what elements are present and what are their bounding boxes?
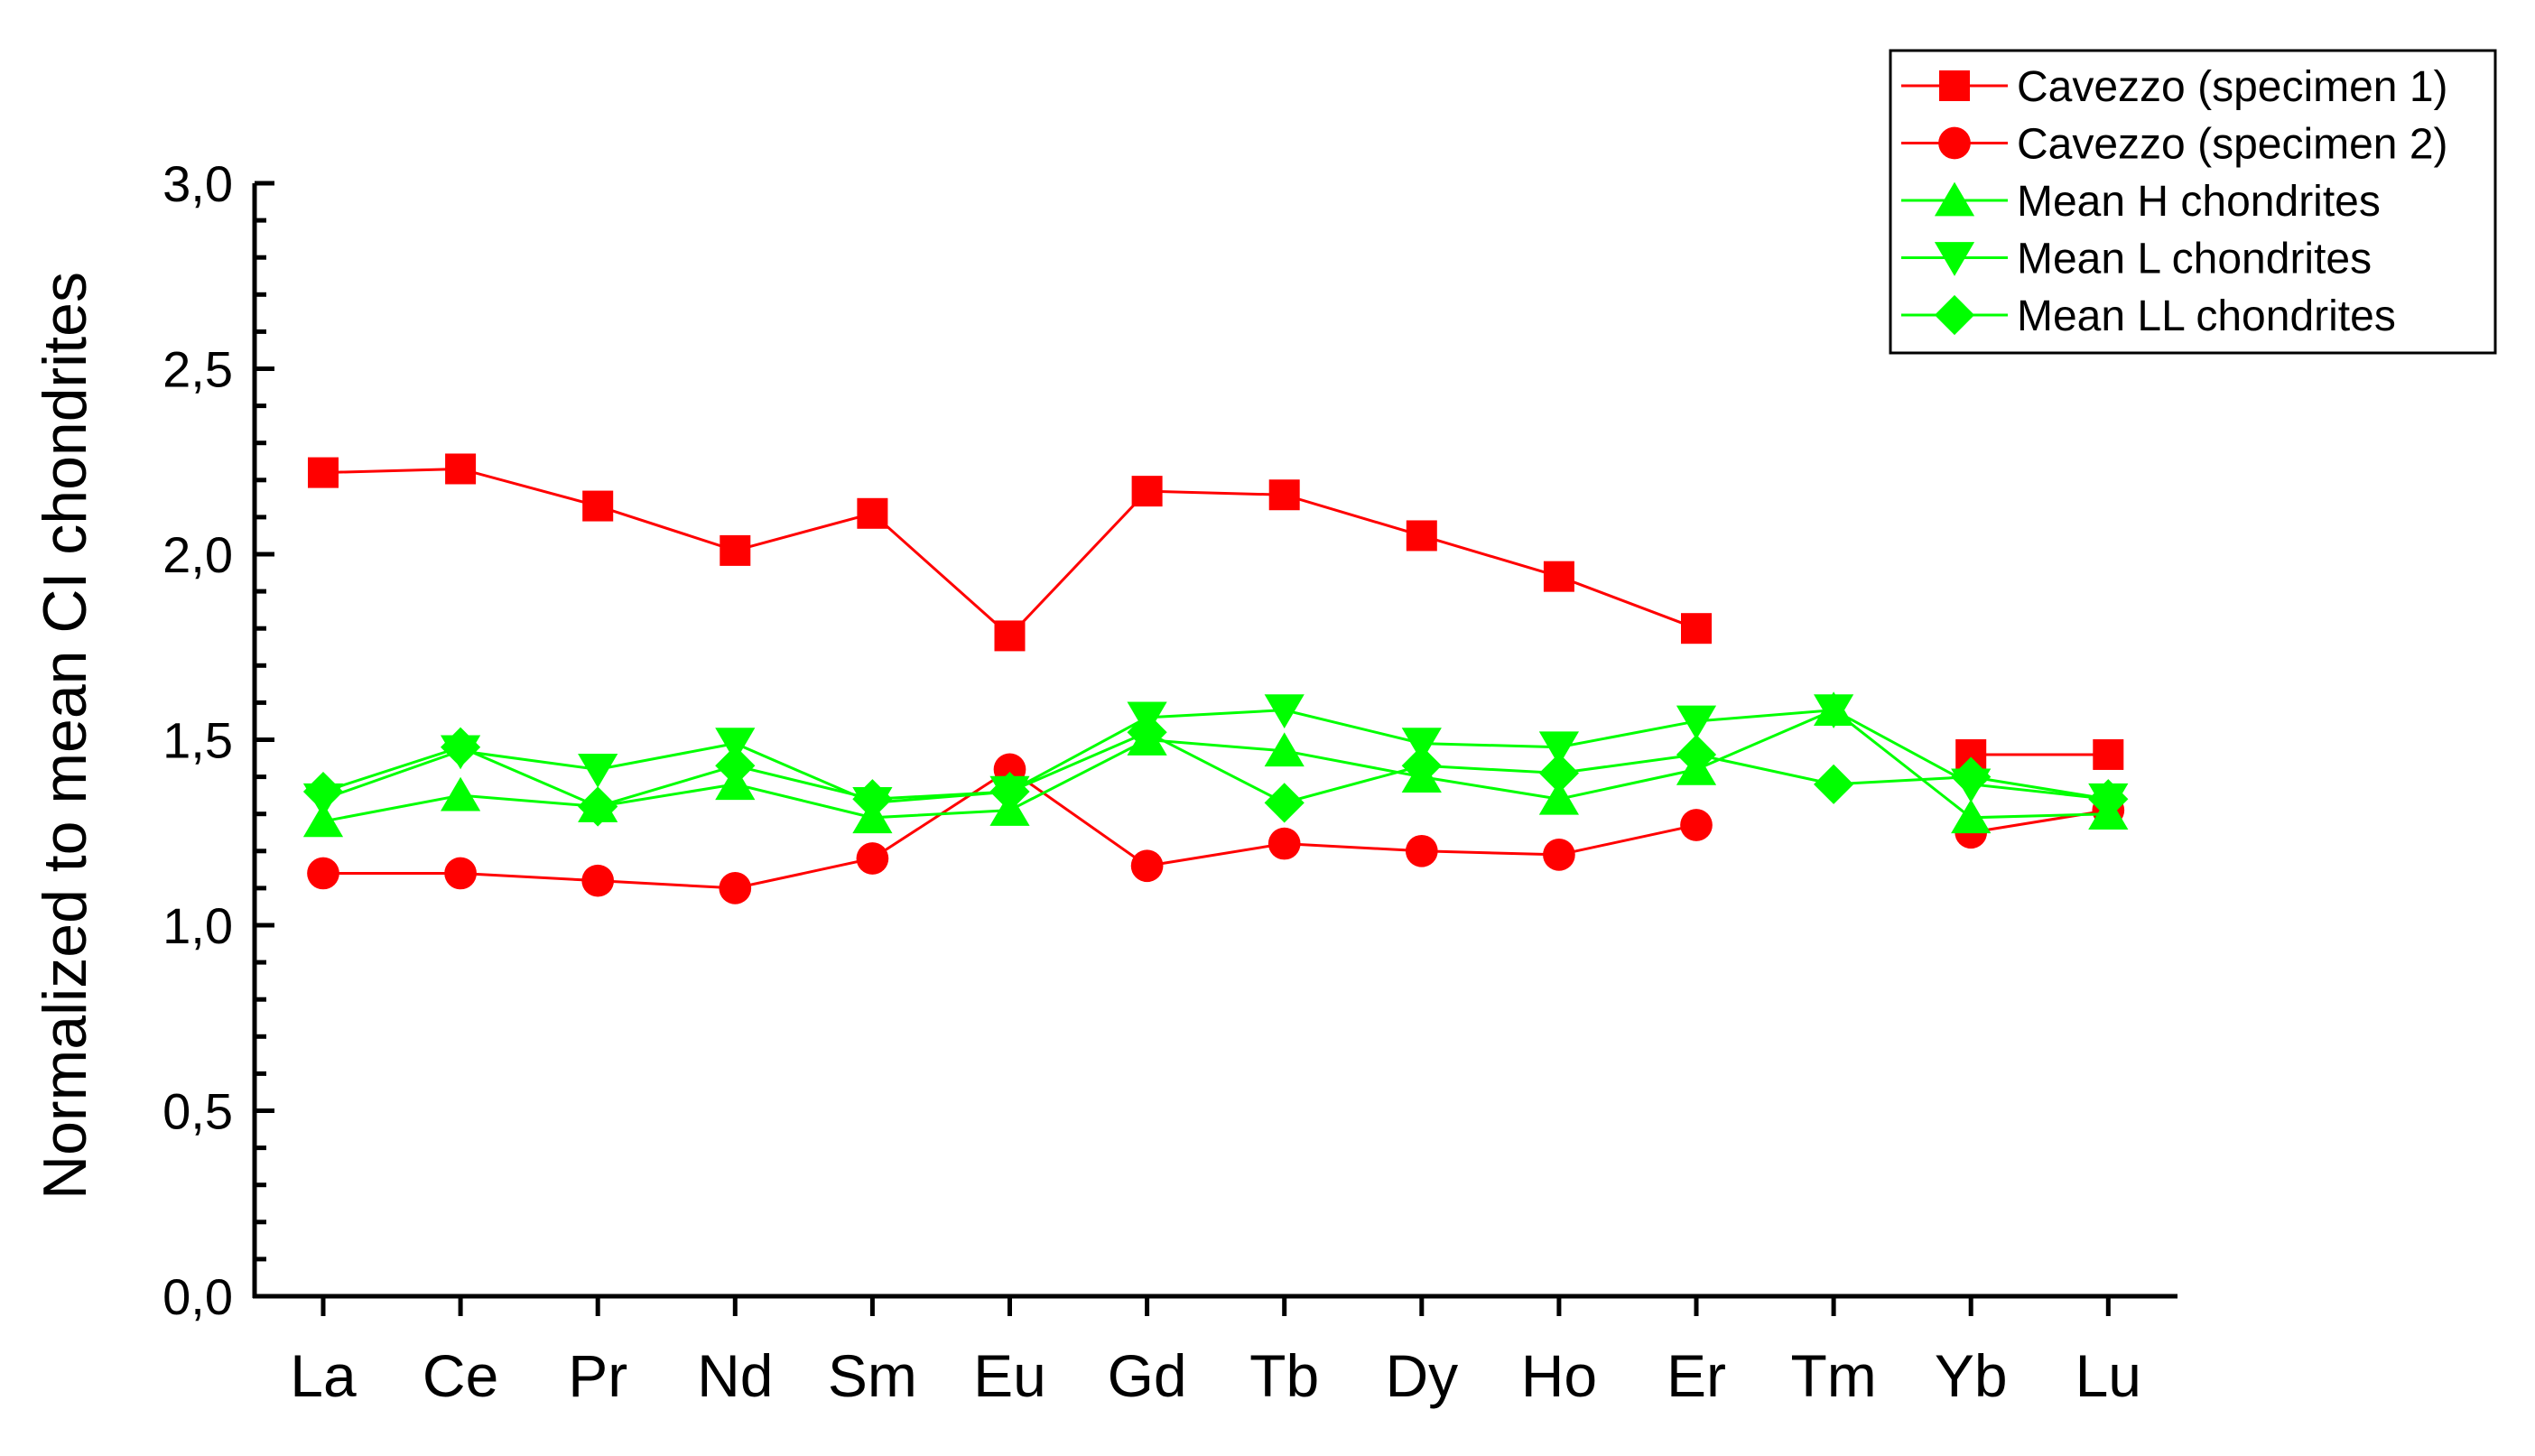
data-point [720,534,751,566]
series-line [322,730,2109,809]
legend: Cavezzo (specimen 1) Cavezzo (specimen 2)… [1889,49,2497,355]
data-point [1264,783,1305,823]
series-line [322,709,2109,804]
data-point [582,490,614,522]
x-tick-label: Yb [1935,1342,2008,1409]
legend-label: Mean H chondrites [2017,178,2381,226]
x-tick-label: Pr [568,1342,627,1409]
data-point [1814,694,1854,729]
x-tick-label: Lu [2075,1342,2141,1409]
y-tick-label: 2,5 [162,341,233,398]
data-point [989,771,1030,812]
x-tick-label: Ho [1521,1342,1597,1409]
data-point [581,864,615,897]
legend-marker [1934,181,1975,217]
data-point [715,746,756,786]
plot-area [302,453,2129,904]
legend-marker [1939,70,1970,101]
series-line [322,708,2109,823]
data-point [1401,746,1442,786]
data-point [1676,734,1717,775]
data-point [1131,476,1163,507]
x-tick-label: Ce [422,1342,498,1409]
series-1 [307,753,2125,904]
x-tick-label: Tb [1249,1342,1319,1409]
data-point [1130,849,1164,883]
data-point [307,857,339,890]
data-point [1268,479,1300,511]
data-point [302,802,344,838]
data-point [2093,738,2124,770]
data-point [1543,561,1574,592]
data-point [1538,753,1579,793]
data-point [1264,694,1305,729]
data-point [1676,705,1717,740]
data-point [2088,779,2129,820]
legend-marker [1934,294,1975,336]
data-point [308,457,339,488]
data-point [441,727,481,767]
data-point [1268,827,1301,860]
y-tick-label: 1,0 [162,897,233,954]
y-tick-label: 1,5 [162,712,233,769]
y-axis-title: Normalized to mean CI chondrites [31,272,99,1200]
x-tick-label: Tm [1790,1342,1876,1409]
legend-marker [1938,126,1971,160]
series-0 [308,453,2124,770]
x-tick-label: Nd [697,1342,773,1409]
data-point [715,728,756,763]
x-tick-label: Eu [973,1342,1046,1409]
legend-label: Mean LL chondrites [2017,292,2396,340]
y-tick-label: 2,0 [162,526,233,583]
data-point [1538,780,1579,815]
data-point [1680,809,1713,841]
data-point [857,497,888,529]
x-tick-label: Dy [1385,1342,1458,1409]
y-tick-label: 3,0 [162,155,233,212]
data-point [1264,732,1305,767]
series-4 [302,712,2129,827]
legend-label: Cavezzo (specimen 1) [2017,63,2448,111]
data-point [578,754,618,788]
legend-marker [1934,242,1975,276]
data-point [1406,520,1437,552]
data-point [444,857,477,890]
data-point [1681,613,1712,645]
x-tick-label: Er [1667,1342,1726,1409]
legend-label: Mean L chondrites [2017,236,2372,283]
series-line [322,467,1697,638]
data-point [445,453,477,485]
data-point [719,872,752,904]
data-point [302,771,344,812]
data-point [1405,834,1438,867]
data-point [1814,764,1854,804]
x-tick-label: Gd [1108,1342,1187,1409]
series-3 [302,694,2129,821]
data-point [1543,839,1575,871]
x-tick-label: Sm [828,1342,917,1409]
data-point [1951,799,1992,834]
y-tick-label: 0,0 [162,1268,233,1325]
y-tick-label: 0,5 [162,1083,233,1140]
axes: 0,0 0,5 1,0 1,5 2,0 2,5 3,0 La Ce Pr Nd Sm Eu Gd Tb Dy H… [162,155,2178,1409]
data-point [441,776,481,811]
data-point [1127,712,1167,753]
data-point [856,842,889,875]
data-point [994,620,1026,652]
x-tick-label: La [290,1342,357,1409]
data-point [1538,731,1579,766]
legend-label: Cavezzo (specimen 2) [2017,121,2448,169]
data-point [1951,756,1992,797]
data-point [578,786,618,827]
data-point [1401,728,1442,763]
data-point [852,779,893,820]
